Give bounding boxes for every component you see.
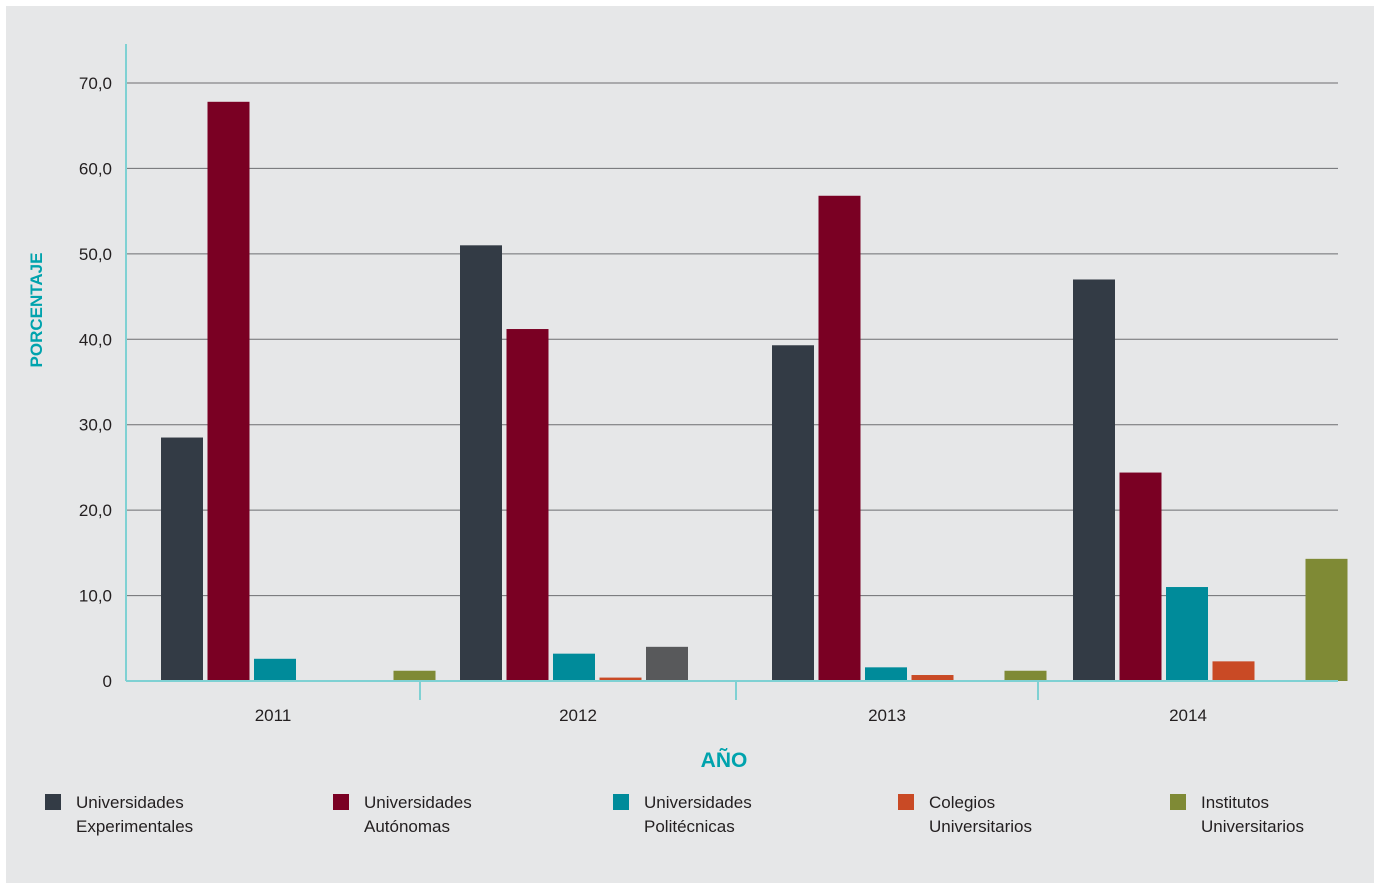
legend-label: Universidades [76,793,184,812]
legend-label: Universidades [644,793,752,812]
legend-label: Universitarios [1201,817,1304,836]
y-tick-label: 60,0 [79,159,112,178]
legend-swatch [45,794,61,810]
legend-label: Institutos [1201,793,1269,812]
bar [553,653,595,681]
legend-label: Universitarios [929,817,1032,836]
y-tick-label: 30,0 [79,416,112,435]
y-tick-labels: 0 10,0 20,0 30,0 40,0 50,0 60,0 70,0 [79,74,112,691]
legend-swatch [333,794,349,810]
bar [1119,472,1162,681]
legend: UniversidadesExperimentalesUniversidades… [45,793,1304,836]
legend-swatch [898,794,914,810]
bar [1305,558,1348,681]
legend-label: Universidades [364,793,472,812]
x-tick-label: 2011 [255,706,292,725]
legend-item: Universidades Politécnicas [613,793,752,836]
x-tick-labels: 2011 2012 2013 2014 [255,706,1207,725]
axes [125,44,1338,700]
legend-swatch [1170,794,1186,810]
y-tick-label: 20,0 [79,501,112,520]
x-axis-label: AÑO [701,749,748,772]
y-axis-label: PORCENTAJE [27,253,46,368]
y-tick-label: 70,0 [79,74,112,93]
y-tick-label: 50,0 [79,245,112,264]
x-tick-label: 2013 [868,706,906,725]
x-tick-label: 2014 [1169,706,1207,725]
gridlines [126,82,1338,597]
legend-item: Colegios Universitarios [898,793,1032,836]
bar [506,329,549,681]
bar [1073,279,1115,681]
bar [1212,661,1255,681]
bar [393,670,436,681]
bar [161,437,203,681]
bars [161,101,1348,682]
bar [646,646,688,681]
legend-item: Universidades Experimentales [45,793,193,836]
legend-item: Institutos Universitarios [1170,793,1304,836]
bar [207,101,250,681]
x-tick-label: 2012 [559,706,597,725]
legend-label: Autónomas [364,817,450,836]
bar [865,667,907,681]
legend-item: Universidades Autónomas [333,793,472,836]
legend-label: Politécnicas [644,817,735,836]
y-tick-label: 10,0 [79,587,112,606]
bar [1004,670,1047,681]
bar [818,195,861,681]
legend-label: Experimentales [76,817,193,836]
y-tick-label: 0 [103,672,112,691]
bar [460,245,502,682]
bar [772,345,814,681]
legend-swatch [613,794,629,810]
y-tick-label: 40,0 [79,330,112,349]
bar [599,677,642,681]
bar [254,658,296,681]
legend-label: Colegios [929,793,995,812]
bar [911,675,954,681]
bar [1166,587,1208,681]
